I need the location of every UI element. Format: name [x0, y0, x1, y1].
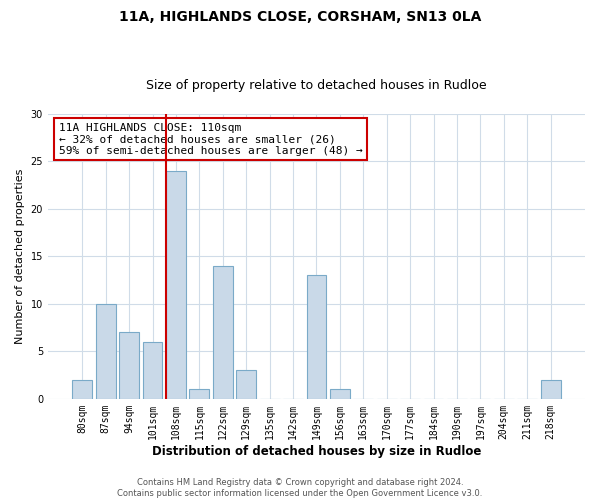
- Bar: [119, 332, 139, 399]
- Bar: [213, 266, 233, 399]
- X-axis label: Distribution of detached houses by size in Rudloe: Distribution of detached houses by size …: [152, 444, 481, 458]
- Bar: [330, 390, 350, 399]
- Bar: [143, 342, 163, 399]
- Bar: [236, 370, 256, 399]
- Text: 11A HIGHLANDS CLOSE: 110sqm
← 32% of detached houses are smaller (26)
59% of sem: 11A HIGHLANDS CLOSE: 110sqm ← 32% of det…: [59, 122, 362, 156]
- Bar: [190, 390, 209, 399]
- Bar: [541, 380, 560, 399]
- Bar: [166, 171, 186, 399]
- Bar: [307, 276, 326, 399]
- Y-axis label: Number of detached properties: Number of detached properties: [15, 168, 25, 344]
- Bar: [73, 380, 92, 399]
- Text: 11A, HIGHLANDS CLOSE, CORSHAM, SN13 0LA: 11A, HIGHLANDS CLOSE, CORSHAM, SN13 0LA: [119, 10, 481, 24]
- Bar: [96, 304, 116, 399]
- Title: Size of property relative to detached houses in Rudloe: Size of property relative to detached ho…: [146, 79, 487, 92]
- Text: Contains HM Land Registry data © Crown copyright and database right 2024.
Contai: Contains HM Land Registry data © Crown c…: [118, 478, 482, 498]
